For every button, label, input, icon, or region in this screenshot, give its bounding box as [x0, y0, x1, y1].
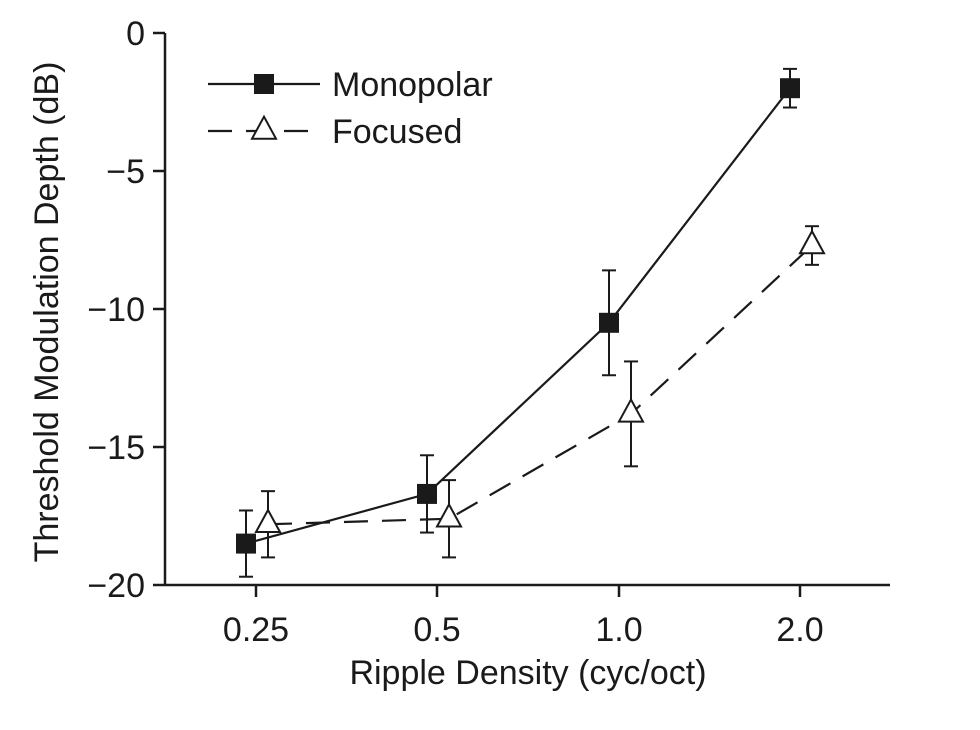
x-tick-label: 2.0: [776, 611, 823, 649]
y-tick-label: −15: [87, 429, 145, 467]
data-point-triangle: [798, 229, 826, 255]
x-ticks: 0.25 0.5 1.0 2.0: [223, 585, 824, 649]
data-point-square: [599, 312, 619, 333]
series-line-focused: [267, 244, 813, 526]
y-ticks: 0 −5 −10 −15 −20: [87, 15, 165, 605]
y-axis-label: Threshold Modulation Depth (dB): [28, 62, 66, 563]
legend-marker-square: [254, 74, 274, 94]
data-point-triangle: [254, 507, 282, 533]
data-point-square: [780, 78, 800, 99]
legend-marker-triangle: [250, 114, 278, 140]
x-axis-label: Ripple Density (cyc/oct): [349, 654, 706, 692]
y-tick-label: 0: [126, 15, 145, 53]
x-tick-label: 0.5: [413, 611, 460, 649]
y-tick-label: −20: [87, 567, 145, 605]
x-tick-label: 0.25: [223, 611, 289, 649]
legend-label-monopolar: Monopolar: [332, 66, 493, 104]
x-tick-label: 1.0: [595, 611, 642, 649]
series-line-monopolar: [245, 87, 791, 545]
legend: Monopolar Focused: [208, 66, 493, 151]
y-tick-label: −5: [106, 153, 145, 191]
data-point-square: [236, 533, 256, 554]
data-point-triangle: [617, 397, 645, 423]
legend-label-focused: Focused: [332, 113, 462, 151]
y-tick-label: −10: [87, 291, 145, 329]
axes: [163, 33, 890, 587]
data-point-square: [417, 483, 437, 504]
data-point-triangle: [435, 502, 463, 528]
series-layer: [236, 67, 826, 578]
